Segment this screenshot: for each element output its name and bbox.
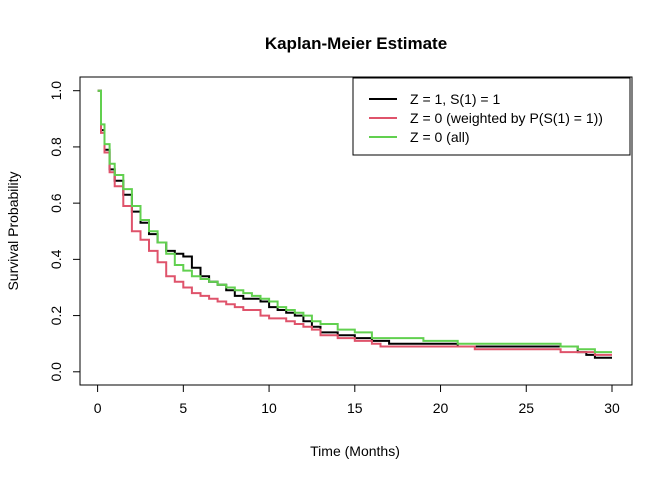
x-tick-label: 0	[94, 400, 102, 416]
x-axis: 0 5 10 15 20 25 30	[94, 384, 620, 416]
chart-title: Kaplan-Meier Estimate	[265, 34, 447, 53]
y-axis-label: Survival Probability	[5, 171, 21, 290]
y-tick-label: 0.2	[48, 306, 64, 326]
series-line-2	[97, 89, 612, 356]
x-tick-label: 15	[347, 400, 363, 416]
y-axis: 0.0 0.2 0.4 0.6 0.8 1.0	[48, 81, 81, 382]
y-tick-label: 1.0	[48, 81, 64, 101]
y-tick-label: 0.0	[48, 362, 64, 382]
series-line-3	[97, 89, 612, 354]
x-tick-label: 30	[604, 400, 620, 416]
legend-box	[352, 77, 631, 156]
x-tick-label: 25	[518, 400, 534, 416]
y-tick-label: 0.6	[48, 193, 64, 213]
x-tick-label: 5	[179, 400, 187, 416]
x-tick-label: 20	[433, 400, 449, 416]
y-tick-label: 0.4	[48, 249, 64, 269]
legend-label-2: Z = 0 (weighted by P(S(1) = 1))	[410, 110, 603, 126]
series-layer	[97, 89, 612, 359]
legend: Z = 1, S(1) = 1 Z = 0 (weighted by P(S(1)…	[352, 77, 631, 156]
x-tick-label: 10	[261, 400, 277, 416]
y-tick-label: 0.8	[48, 137, 64, 157]
x-axis-label: Time (Months)	[310, 443, 400, 459]
legend-label-3: Z = 0 (all)	[410, 129, 470, 145]
legend-label-1: Z = 1, S(1) = 1	[410, 91, 500, 107]
